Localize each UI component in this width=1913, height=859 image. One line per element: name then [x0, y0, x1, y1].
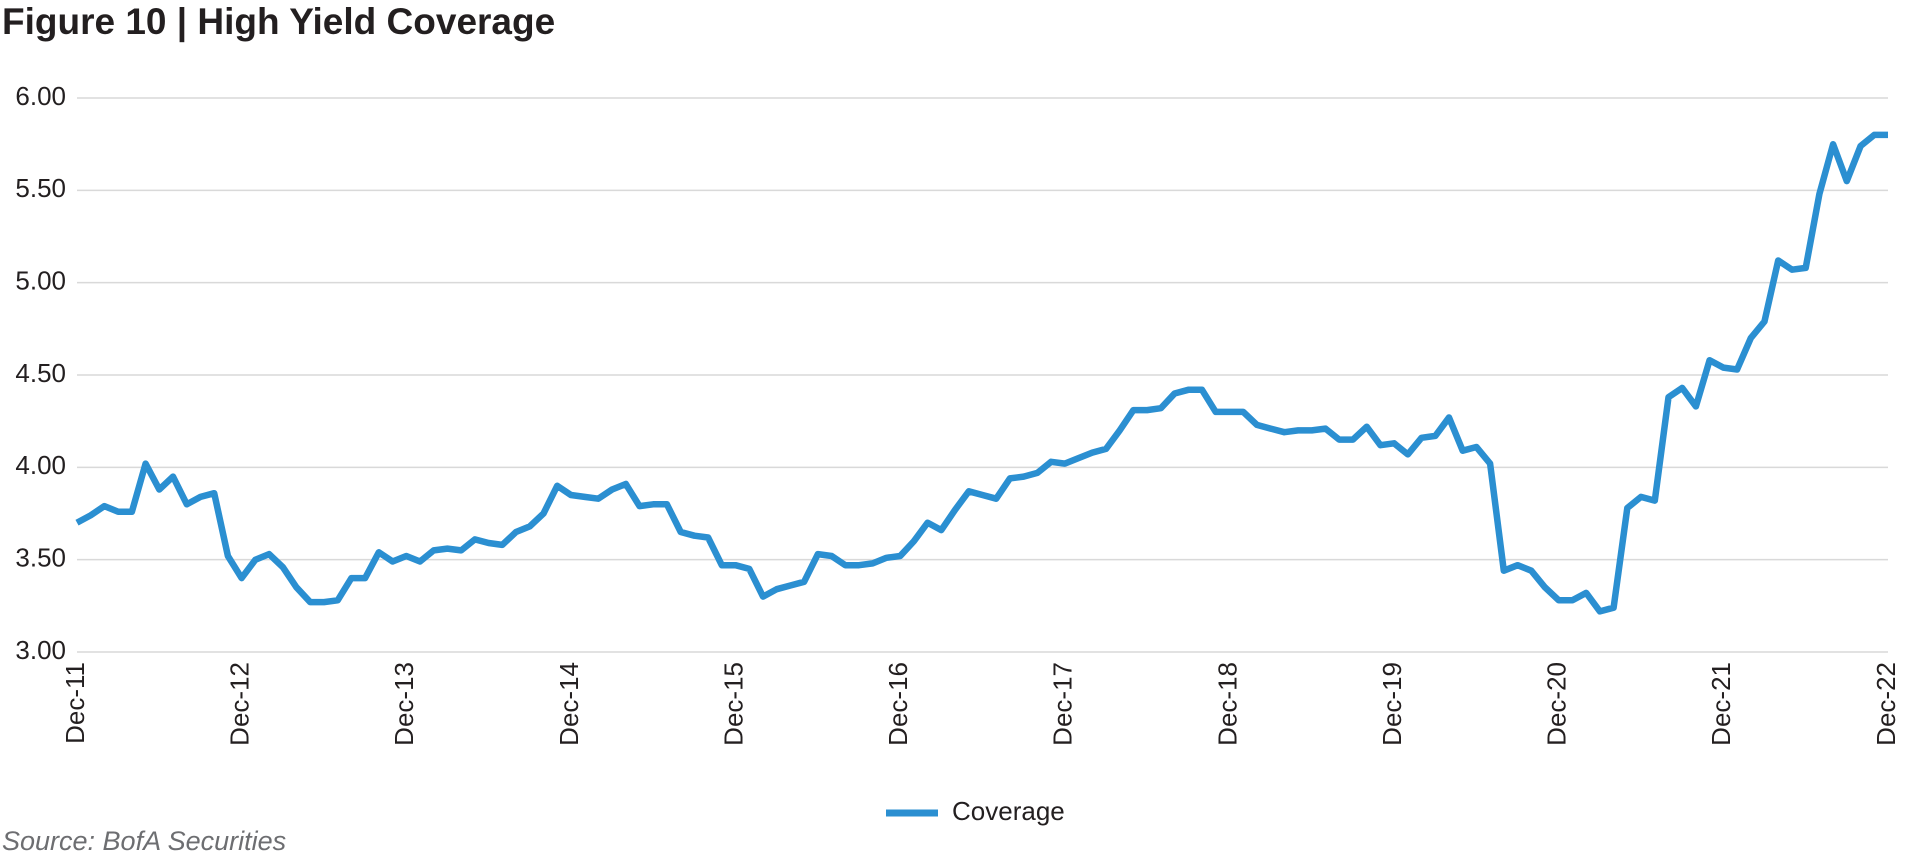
y-tick-label: 5.50	[15, 173, 66, 203]
legend-label: Coverage	[952, 796, 1065, 826]
y-tick-label: 5.00	[15, 266, 66, 296]
x-tick-label: Dec-21	[1706, 662, 1736, 746]
y-tick-label: 3.50	[15, 543, 66, 573]
y-tick-label: 4.50	[15, 358, 66, 388]
x-tick-label: Dec-13	[389, 662, 419, 746]
x-tick-label: Dec-15	[718, 662, 748, 746]
x-tick-label: Dec-19	[1377, 662, 1407, 746]
x-tick-label: Dec-11	[60, 662, 90, 744]
data-line	[75, 131, 1888, 615]
x-tick-label: Dec-17	[1048, 662, 1078, 746]
x-tick-label: Dec-20	[1542, 662, 1572, 746]
y-tick-label: 4.00	[15, 450, 66, 480]
x-tick-label: Dec-22	[1871, 662, 1901, 746]
x-tick-label: Dec-14	[554, 662, 584, 746]
x-tick-label: Dec-12	[225, 662, 255, 746]
x-tick-label: Dec-16	[883, 662, 913, 746]
y-tick-label: 3.00	[15, 635, 66, 665]
chart-title: Figure 10 | High Yield Coverage	[2, 1, 555, 43]
y-tick-label: 6.00	[15, 81, 66, 111]
source-note: Source: BofA Securities	[2, 826, 286, 856]
x-tick-label: Dec-18	[1212, 662, 1242, 746]
